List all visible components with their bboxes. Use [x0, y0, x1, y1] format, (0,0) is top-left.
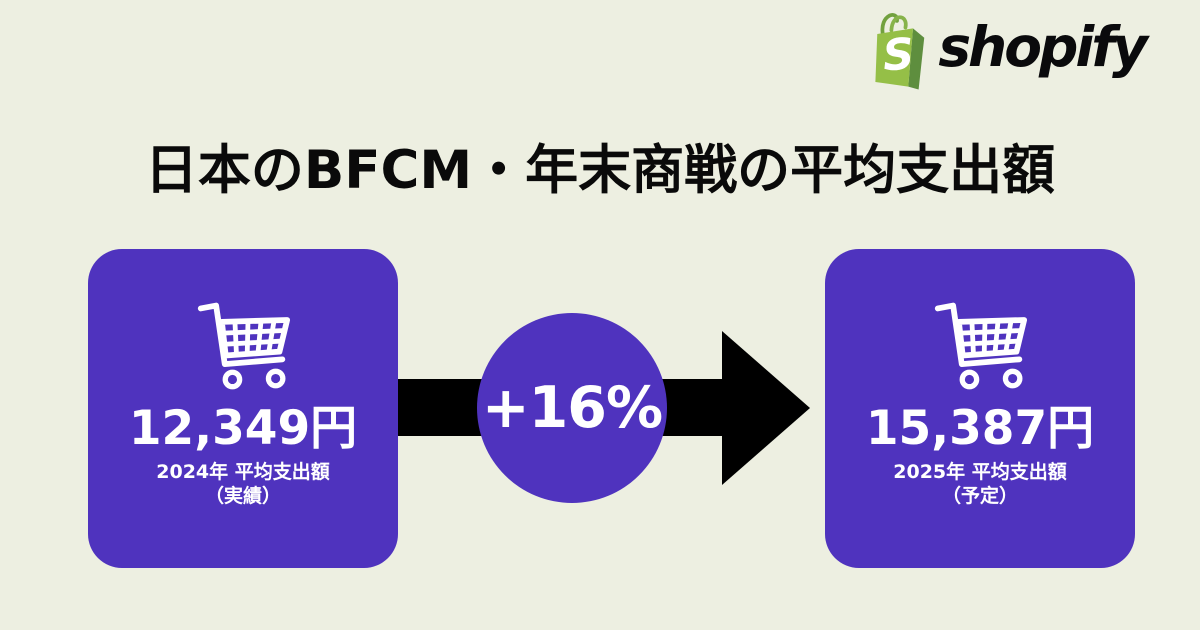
label-2024: 2024年 平均支出額 [156, 461, 330, 484]
page-title: 日本のBFCM・年末商戦の平均支出額 [144, 140, 1056, 201]
shopping-cart-icon [197, 302, 291, 390]
card-2025-forecast: 15,387円 2025年 平均支出額 （予定） [825, 249, 1135, 568]
sublabel-2024: （実績） [204, 485, 281, 508]
amount-2024: 12,349円 [128, 401, 358, 456]
svg-text:S: S [882, 29, 917, 81]
growth-badge: +16% [477, 313, 667, 503]
shopify-bag-icon: S [875, 13, 925, 90]
shopping-cart-icon [934, 302, 1028, 390]
arrow-head-icon [722, 331, 810, 485]
label-2025: 2025年 平均支出額 [893, 461, 1067, 484]
shopify-wordmark: shopify [938, 15, 1148, 79]
shopify-logo: S shopify [866, 8, 1148, 92]
card-2024-actual: 12,349円 2024年 平均支出額 （実績） [88, 249, 398, 568]
amount-2025: 15,387円 [865, 401, 1095, 456]
sublabel-2025: （予定） [941, 485, 1018, 508]
growth-badge-value: +16% [481, 375, 663, 441]
